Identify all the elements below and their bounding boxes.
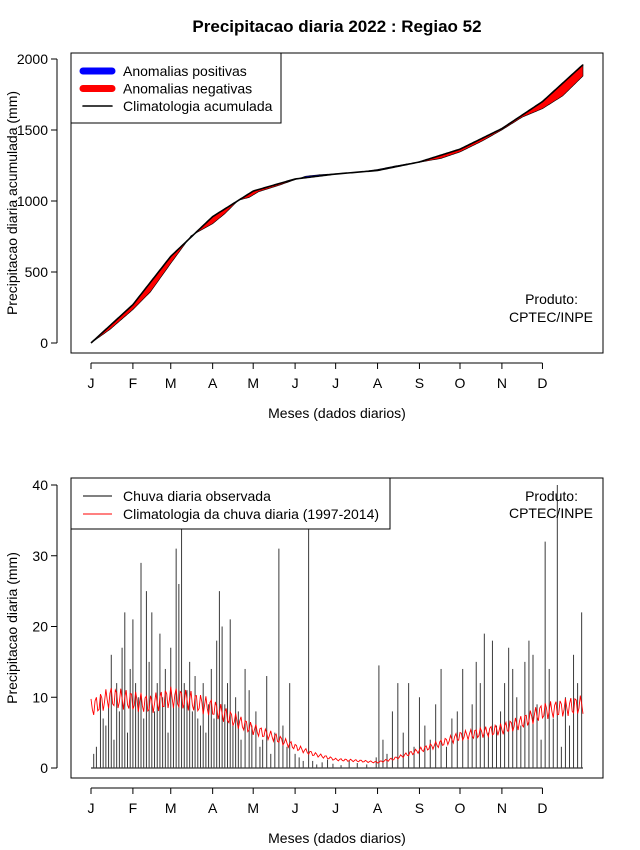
- daily-panel: 0 10 20 30 40 J F M A M J J A S O N D Meses (dados diario…: [4, 477, 604, 846]
- y-tick-label: 20: [32, 619, 48, 635]
- x-tick-label: J: [292, 800, 299, 816]
- negative-anomaly-area: [239, 178, 299, 201]
- y-tick-label: 1000: [17, 193, 48, 209]
- legend-label: Climatologia acumulada: [123, 98, 273, 114]
- x-tick-label: D: [537, 800, 547, 816]
- x-tick-label: S: [415, 800, 424, 816]
- plot-frame: [70, 52, 604, 354]
- y-tick-label: 0: [40, 335, 48, 351]
- product-note-source: CPTEC/INPE: [509, 309, 593, 325]
- x-tick-label: M: [247, 800, 259, 816]
- x-tick-label: N: [497, 375, 507, 391]
- x-tick-label: J: [332, 800, 339, 816]
- x-tick-label: J: [332, 375, 339, 391]
- y-tick-label: 40: [32, 477, 48, 493]
- legend-label: Anomalias negativas: [123, 81, 252, 97]
- y-tick-label: 1500: [17, 122, 48, 138]
- x-tick-label: M: [165, 800, 177, 816]
- x-tick-label: S: [415, 375, 424, 391]
- climatology-daily-line: [90, 686, 584, 764]
- x-tick-label: J: [88, 375, 95, 391]
- x-tick-label: M: [165, 375, 177, 391]
- y-tick-label: 0: [40, 760, 48, 776]
- product-note-label: Produto:: [525, 291, 578, 307]
- product-note-label: Produto:: [525, 488, 578, 504]
- x-tick-label: N: [497, 800, 507, 816]
- negative-anomaly-area: [415, 64, 584, 164]
- x-tick-label: F: [129, 375, 138, 391]
- x-tick-label: A: [208, 375, 218, 391]
- x-tick-label: O: [455, 800, 466, 816]
- x-tick-label: A: [373, 800, 383, 816]
- negative-anomaly-area: [92, 240, 188, 343]
- y-tick-label: 500: [25, 264, 49, 280]
- legend-box: [70, 477, 391, 530]
- x-tick-label: D: [537, 375, 547, 391]
- x-tick-label: O: [455, 375, 466, 391]
- x-axis-title: Meses (dados diarios): [268, 830, 406, 846]
- chart-title: Precipitacao diaria 2022 : Regiao 52: [192, 17, 481, 36]
- x-tick-label: F: [129, 800, 138, 816]
- climatology-cumulative-line: [90, 64, 584, 344]
- product-note-source: CPTEC/INPE: [509, 505, 593, 521]
- x-tick-label: A: [373, 375, 383, 391]
- x-tick-label: A: [208, 800, 218, 816]
- y-tick-label: 2000: [17, 51, 48, 67]
- x-tick-label: J: [88, 800, 95, 816]
- y-axis-title: Precipitacao diaria (mm): [4, 552, 20, 704]
- cumulative-panel: 0 500 1000 1500 2000 J F M A M J J A S O N D Meses (dados…: [4, 51, 604, 421]
- y-axis-title: Precipitacao diaria acumulada (mm): [4, 91, 20, 315]
- x-tick-label: M: [247, 375, 259, 391]
- legend-label: Chuva diaria observada: [123, 488, 271, 504]
- legend-label: Climatologia da chuva diaria (1997-2014): [123, 506, 379, 522]
- y-tick-label: 10: [32, 689, 48, 705]
- y-tick-label: 30: [32, 548, 48, 564]
- x-tick-label: J: [292, 375, 299, 391]
- x-axis-title: Meses (dados diarios): [268, 405, 406, 421]
- legend-label: Anomalias positivas: [123, 63, 247, 79]
